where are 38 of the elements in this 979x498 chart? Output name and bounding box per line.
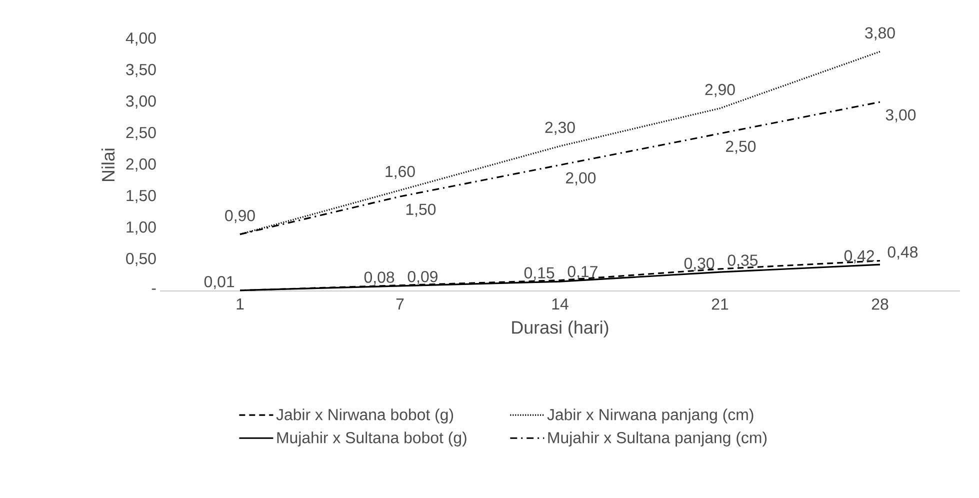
x-tick-label: 1 (236, 298, 244, 310)
data-label: 0,01 (204, 276, 234, 290)
data-label: 2,00 (566, 172, 596, 186)
legend-label: Jabir x Nirwana bobot (g) (276, 408, 454, 424)
data-label: 0,15 (524, 267, 554, 280)
legend-label: Mujahir x Sultana bobot (g) (277, 432, 466, 446)
data-label: 3,80 (865, 27, 895, 40)
legend-label: Jabir x Nirwana panjang (cm) (547, 408, 754, 424)
y-tick-label: 3,50 (126, 64, 156, 78)
x-tick-label: 14 (552, 298, 568, 310)
data-label: 0,30 (684, 258, 714, 271)
y-axis-title: Nilai (101, 148, 115, 181)
y-tick-label: 1,50 (126, 190, 156, 204)
y-tick-label: 2,00 (126, 158, 156, 172)
data-label: 0,35 (728, 254, 758, 268)
data-label: 0,48 (888, 246, 918, 260)
x-axis-title: Durasi (hari) (512, 320, 608, 338)
data-label: 3,00 (886, 109, 916, 122)
data-label: 2,50 (726, 140, 756, 154)
data-label: 0,42 (844, 250, 874, 264)
data-label: 0,09 (408, 270, 438, 284)
data-label: 1,60 (386, 166, 415, 179)
y-tick-label: 1,00 (126, 221, 156, 235)
data-label: 2,90 (705, 84, 735, 98)
data-label: 2,30 (545, 122, 575, 135)
legend-label: Mujahir x Sultana panjang (cm) (548, 432, 767, 446)
y-tick-label: 3,00 (126, 95, 156, 109)
y-tick-label: 0,50 (126, 252, 156, 266)
y-tick-label: 4,00 (126, 32, 156, 46)
data-label: 1,50 (406, 204, 436, 217)
data-label: 0,17 (568, 266, 598, 280)
x-tick-label: 21 (712, 298, 728, 310)
x-tick-label: 28 (872, 298, 888, 310)
y-tick-label: 2,50 (126, 126, 156, 140)
data-label: 0,90 (225, 210, 255, 224)
data-label: 0,08 (364, 272, 394, 285)
x-tick-label: 7 (396, 298, 404, 310)
y-tick-label: - (152, 288, 156, 290)
